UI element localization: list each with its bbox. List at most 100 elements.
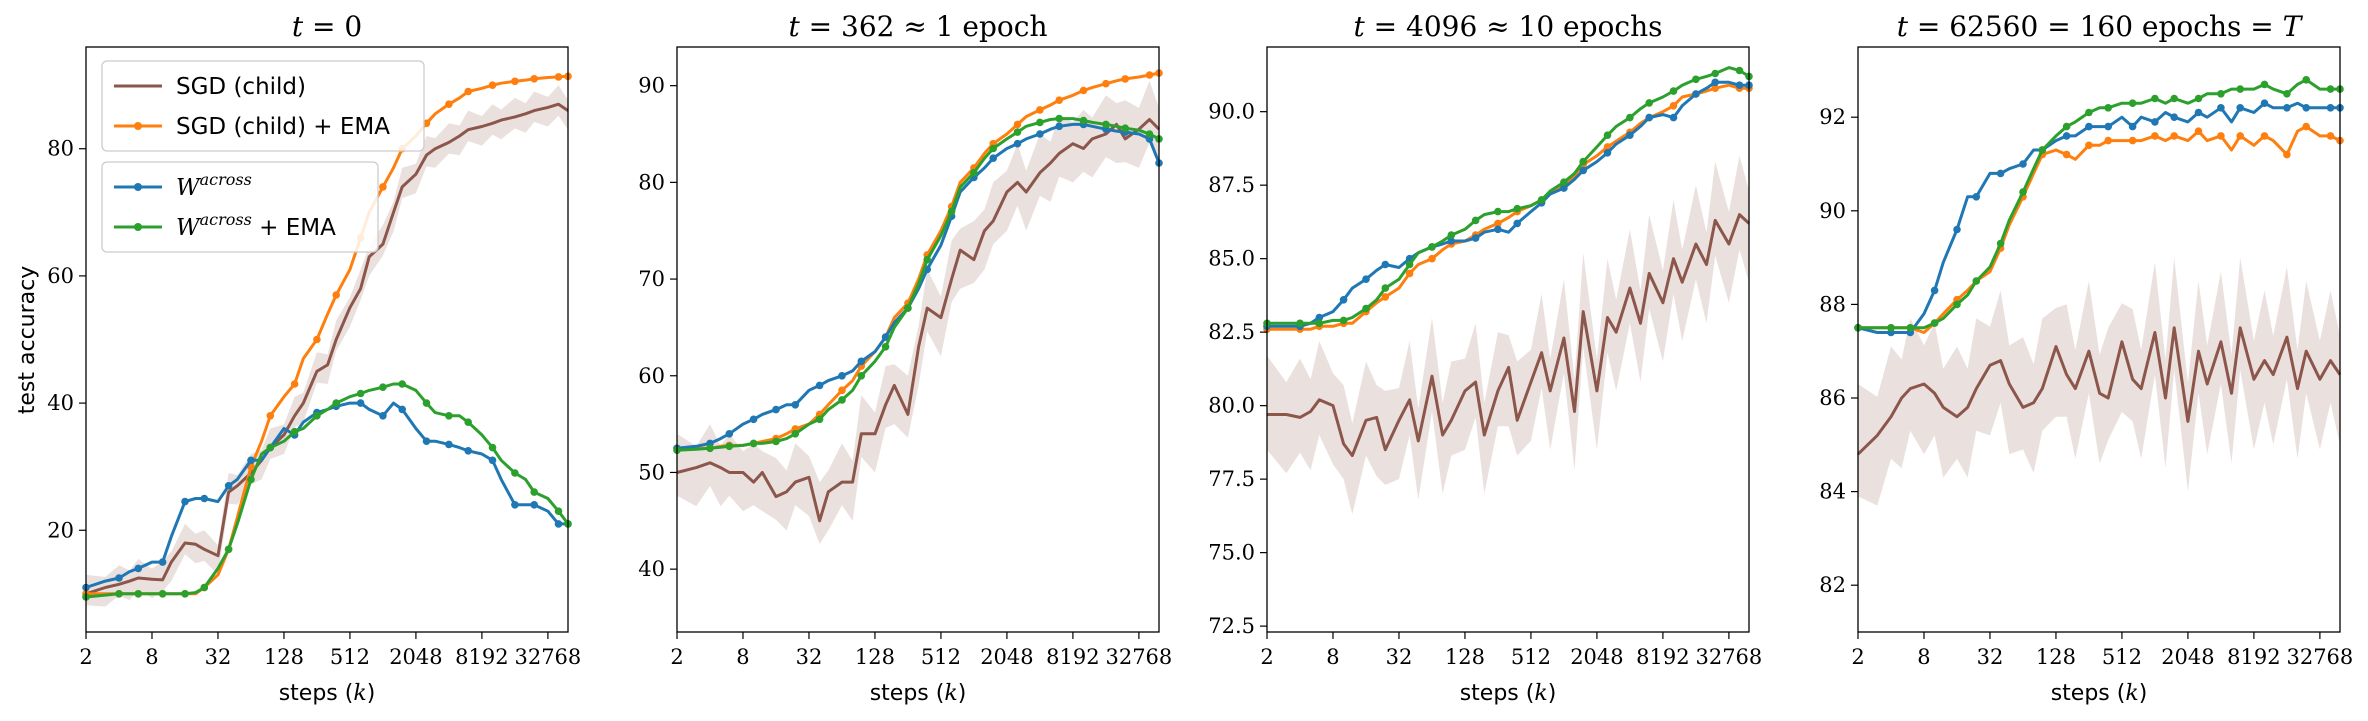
series-sgd_ema-point [313, 335, 321, 344]
series-sgd_ema-point [290, 380, 299, 388]
x-axis-label: steps (k) [2051, 681, 2148, 706]
series-across-point [488, 456, 497, 465]
series-across-point [1381, 260, 1390, 269]
series-across_ema-point [266, 443, 275, 452]
x-tick-label: 32768 [1695, 645, 1762, 669]
legend-box [101, 60, 425, 152]
series-across-point [2302, 104, 2310, 112]
series-across_ema-point [970, 168, 978, 177]
series-across_ema-point [2194, 94, 2203, 103]
x-tick-label: 512 [2102, 645, 2142, 669]
series-across [1854, 99, 2344, 337]
series-across-point [2085, 122, 2093, 131]
y-tick-label: 20 [47, 518, 74, 542]
series-across_ema-point [1339, 316, 1348, 325]
series-across_ema-point [1296, 319, 1304, 328]
series-across_ema-point [488, 443, 497, 452]
x-tick-label: 32 [205, 645, 232, 669]
series-across-point [1447, 237, 1456, 245]
series-sgd_ema-point [1669, 102, 1678, 110]
series-sgd-band [677, 80, 1159, 545]
series-across-point [2128, 122, 2137, 131]
series-across_ema-point [313, 412, 321, 420]
series-sgd_ema-point [838, 386, 846, 395]
y-tick-label: 60 [638, 364, 665, 388]
y-tick-label: 88 [1819, 292, 1846, 316]
series-across-point [1735, 81, 1744, 89]
series-across-point [224, 482, 233, 490]
panel-title: t = 362 ≈ 1 epoch [788, 10, 1047, 43]
series-across-point [2260, 99, 2269, 107]
x-tick-label: 8 [1917, 645, 1930, 669]
y-tick-label: 86 [1819, 386, 1846, 410]
series-across-point [1645, 113, 1653, 122]
series-across_ema-point [1513, 204, 1521, 213]
series-sgd_ema-point [2260, 132, 2269, 140]
series-across_ema [1263, 66, 1753, 328]
x-tick-label: 2048 [1570, 645, 1623, 669]
y-tick-label: 84 [1819, 480, 1846, 504]
series-sgd-line [1267, 213, 1751, 458]
axes-frame [676, 46, 1160, 633]
y-tick-label: 82.5 [1208, 320, 1255, 344]
series-across_ema-point [1972, 277, 1981, 285]
series-sgd [85, 85, 569, 607]
series-sgd_ema-point [554, 73, 563, 81]
series-sgd_ema-point [1013, 120, 1022, 129]
panel-title: t = 4096 ≈ 10 epochs [1353, 10, 1662, 43]
series-across_ema-point [1537, 196, 1546, 204]
series-across_ema-point [1996, 239, 2005, 248]
series-across_ema-point [2104, 104, 2112, 112]
x-axis-label: steps (k) [870, 681, 967, 706]
series-across_ema-point [1692, 75, 1700, 84]
series-sgd_ema-point [2283, 150, 2291, 159]
series-across_ema-point [749, 439, 758, 448]
series-across_ema-point [1471, 216, 1480, 225]
series-sgd_ema-point [488, 81, 497, 89]
series-across-point [2283, 104, 2291, 112]
series-across_ema-point [290, 427, 299, 436]
y-tick-label: 80 [47, 137, 74, 161]
x-tick-label: 2048 [2161, 645, 2214, 669]
series-across-point [1339, 296, 1348, 304]
series-across_ema-point [398, 380, 407, 388]
series-sgd_ema-point [266, 412, 275, 420]
series-sgd_ema-point [2217, 132, 2225, 140]
panel-2: t = 362 ≈ 1 epoch 2 8 32 128 512 2048 8192 32768… [638, 10, 1172, 706]
series-across_ema-point [445, 412, 453, 420]
series-across-point [1055, 122, 1063, 131]
series-sgd-band [1858, 257, 2340, 506]
series-sgd_ema-point [2236, 132, 2244, 140]
series-across_ema-point [2326, 85, 2335, 93]
series-across-line [85, 401, 568, 589]
panel-4: t = 62560 = 160 epochs = T 2 8 32 128 512 2048… [1819, 10, 2353, 706]
series-across-point [115, 574, 123, 582]
series-across_ema-point [224, 545, 233, 554]
panel-1: t = 0 2 8 32 128 512 2048 8192 32768 20 40 60 80 step… [47, 10, 581, 706]
series-across-point [422, 437, 431, 446]
series-across_ema-line [1858, 78, 2340, 330]
series-across-point [1362, 275, 1370, 284]
x-tick-label: 8192 [2227, 645, 2280, 669]
series-across-point [1471, 234, 1480, 242]
series-across-point [1692, 90, 1700, 98]
legend-1: SGD (child) SGD (child) + EMA [101, 60, 425, 152]
series-sgd_ema-point [1711, 84, 1719, 92]
series-across_ema-point [2038, 146, 2047, 154]
series-across_ema-point [1036, 118, 1044, 127]
y-tick-label: 60 [47, 264, 74, 288]
y-axis-label: test accuracy [15, 266, 40, 415]
x-tick-label: 2 [79, 645, 92, 669]
series-across_ema-point [2019, 188, 2027, 196]
series-across-point [247, 456, 255, 465]
legend-label: SGD (child) + EMA [176, 114, 390, 140]
series-sgd-band [1267, 155, 1749, 515]
series-across-point [356, 399, 365, 407]
series-across_ema-point [923, 255, 931, 264]
series-sgd_ema-point [1145, 71, 1154, 79]
series-across-point [2326, 104, 2335, 112]
y-tick-label: 92 [1819, 105, 1846, 129]
y-tick-label: 90 [638, 74, 665, 98]
x-tick-label: 32768 [1105, 645, 1172, 669]
